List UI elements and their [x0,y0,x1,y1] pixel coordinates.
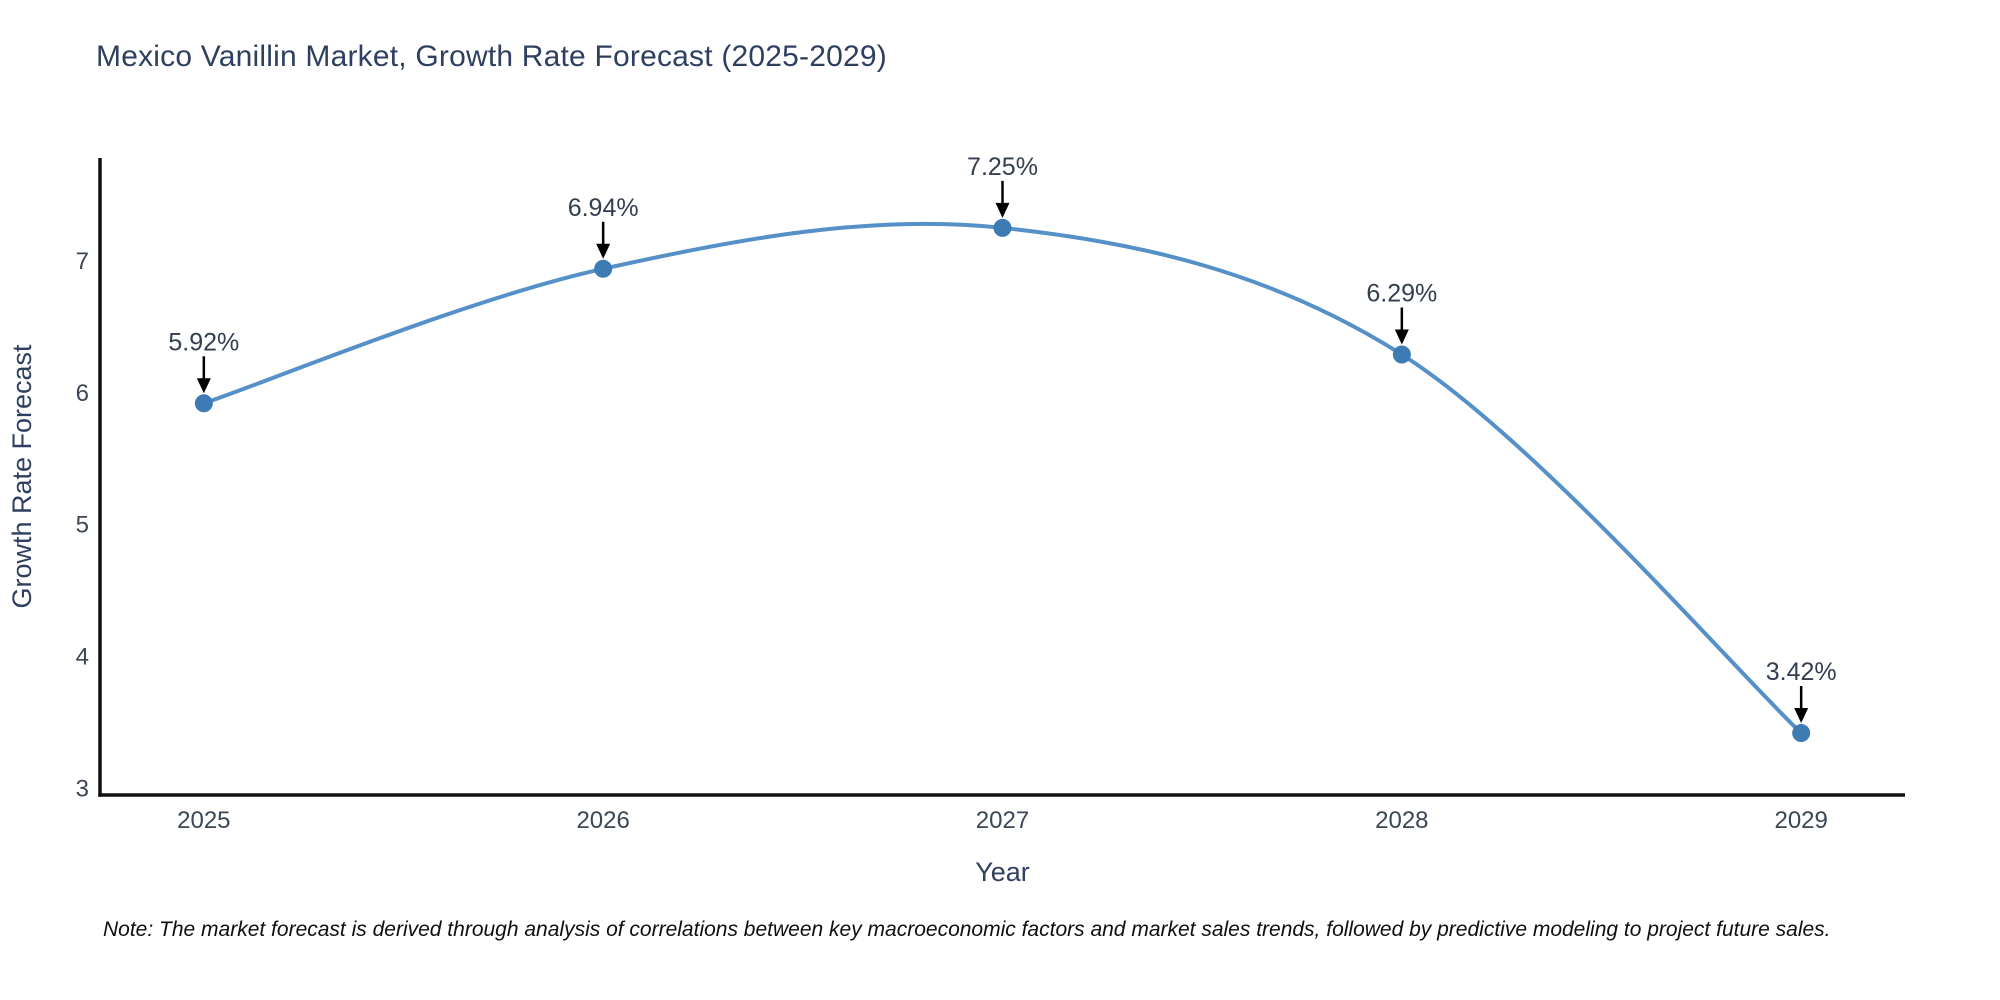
footnote-text: Note: The market forecast is derived thr… [103,918,1831,941]
x-tick-label: 2025 [177,807,230,834]
y-axis-title: Growth Rate Forecast [7,344,37,609]
annotation-label: 5.92% [168,328,239,356]
y-tick-label: 4 [76,644,89,671]
trend-line [201,221,1804,736]
y-tick-label: 3 [76,775,89,802]
y-tick-label: 5 [76,512,89,539]
x-tick-label: 2026 [576,807,629,834]
annotation-label: 6.94% [568,194,639,222]
chart-title: Mexico Vanillin Market, Growth Rate Fore… [96,40,887,73]
data-point-marker[interactable] [194,394,213,413]
annotation-arrowhead-icon [995,202,1010,218]
x-axis-title: Year [975,857,1030,887]
data-point-marker[interactable] [1392,345,1411,364]
x-tick-label: 2028 [1375,807,1428,834]
x-tick-label: 2029 [1774,807,1827,834]
annotation-arrowhead-icon [196,378,211,394]
data-point-marker[interactable] [1792,724,1811,743]
annotation-label: 3.42% [1766,658,1837,686]
data-point-marker[interactable] [594,259,613,278]
x-tick-label: 2027 [976,807,1029,834]
y-tick-label: 7 [76,248,89,275]
data-point-marker[interactable] [993,218,1012,237]
annotation-arrowhead-icon [1794,708,1809,724]
annotation-label: 7.25% [967,153,1038,181]
y-tick-label: 6 [76,380,89,407]
annotation-arrowhead-icon [596,243,611,259]
annotation-label: 6.29% [1366,280,1437,308]
line-chart-canvas: 3 4 5 6 7 2025 2026 2027 2028 2029 Growth Rate For… [7,153,1905,887]
annotation-arrowhead-icon [1394,329,1409,345]
